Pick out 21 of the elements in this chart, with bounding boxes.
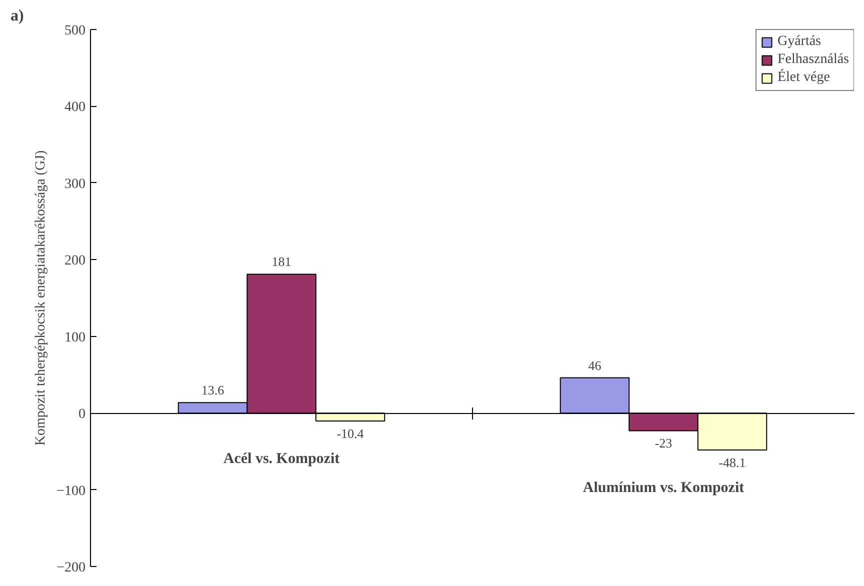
x-tick-label: Alumínium vs. Kompozit — [582, 480, 744, 496]
y-tick-label: 100 — [64, 330, 86, 346]
y-tick-label: 200 — [64, 254, 86, 269]
data-label: 13.6 — [201, 382, 225, 398]
legend-label: Gyártás — [777, 34, 822, 50]
data-label: -10.4 — [336, 426, 364, 442]
y-tick-label: −100 — [56, 484, 86, 499]
data-label: 181 — [272, 254, 292, 270]
data-label: 46 — [588, 358, 602, 373]
text: a) — [10, 8, 24, 24]
legend-label: Felhasználás — [777, 52, 849, 68]
data-label: -23 — [654, 436, 672, 451]
y-tick-label: 400 — [64, 100, 86, 116]
y-tick-label: 500 — [64, 24, 86, 38]
y-axis-title: Kompozit tehergépkocsik energiatakarékossága (GJ) — [34, 150, 49, 446]
legend-label: Élet vége — [777, 70, 830, 86]
data-label: -48.1 — [718, 454, 746, 470]
x-tick-label: Acél vs. Kompozit — [223, 451, 340, 468]
y-tick-label: −200 — [56, 560, 86, 576]
y-tick-label: 300 — [64, 176, 86, 192]
y-tick-label: 0 — [78, 407, 86, 422]
